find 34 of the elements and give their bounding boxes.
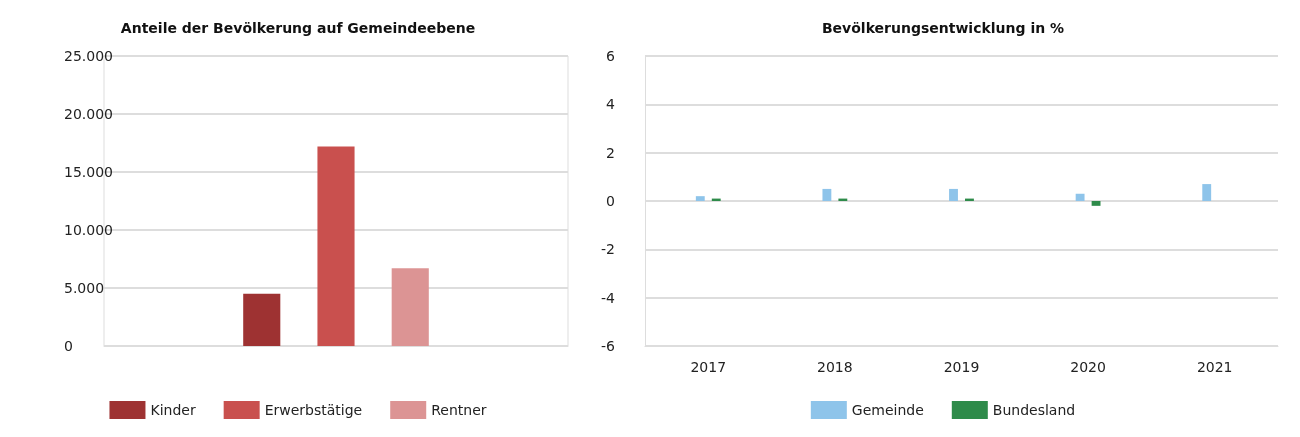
bar xyxy=(1075,193,1085,201)
bar xyxy=(949,188,958,201)
bar xyxy=(317,146,355,346)
y-tick-label: 2 xyxy=(606,144,615,161)
y-tick-label: 4 xyxy=(606,96,616,113)
bar xyxy=(695,196,705,201)
y-tick-label: 6 xyxy=(606,48,616,64)
bar xyxy=(243,293,281,346)
y-tick-label: 0 xyxy=(64,338,73,354)
y-tick-label: -2 xyxy=(600,241,615,258)
y-tick-label: 0 xyxy=(606,193,615,209)
legend-label: Rentner xyxy=(431,402,487,418)
x-tick-label: 2020 xyxy=(1070,359,1106,375)
y-tick-label: -6 xyxy=(600,338,616,354)
chart-title: Bevölkerungsentwicklung in % xyxy=(821,20,1065,36)
bar xyxy=(1091,201,1101,206)
x-tick-label: 2017 xyxy=(690,359,727,375)
chart-title: Anteile der Bevölkerung auf Gemeindeebene xyxy=(120,20,476,36)
x-tick-label: 2018 xyxy=(817,359,853,375)
legend-label: Kinder xyxy=(150,402,196,418)
legend-label: Erwerbstätige xyxy=(264,402,363,418)
legend-label: Bundesland xyxy=(992,402,1076,418)
bar xyxy=(822,188,832,201)
y-tick-label: -4 xyxy=(600,289,616,306)
bar xyxy=(391,268,429,346)
x-tick-label: 2019 xyxy=(943,359,980,375)
y-tick-label: 5.000 xyxy=(64,280,105,296)
y-tick-label: 25.000 xyxy=(64,48,113,64)
legend-label: Gemeinde xyxy=(851,402,924,418)
y-tick-label: 10.000 xyxy=(64,222,113,238)
bar xyxy=(1202,184,1212,201)
x-tick-label: 2021 xyxy=(1196,359,1233,375)
y-tick-label: 20.000 xyxy=(64,106,113,122)
y-tick-label: 15.000 xyxy=(64,164,113,180)
